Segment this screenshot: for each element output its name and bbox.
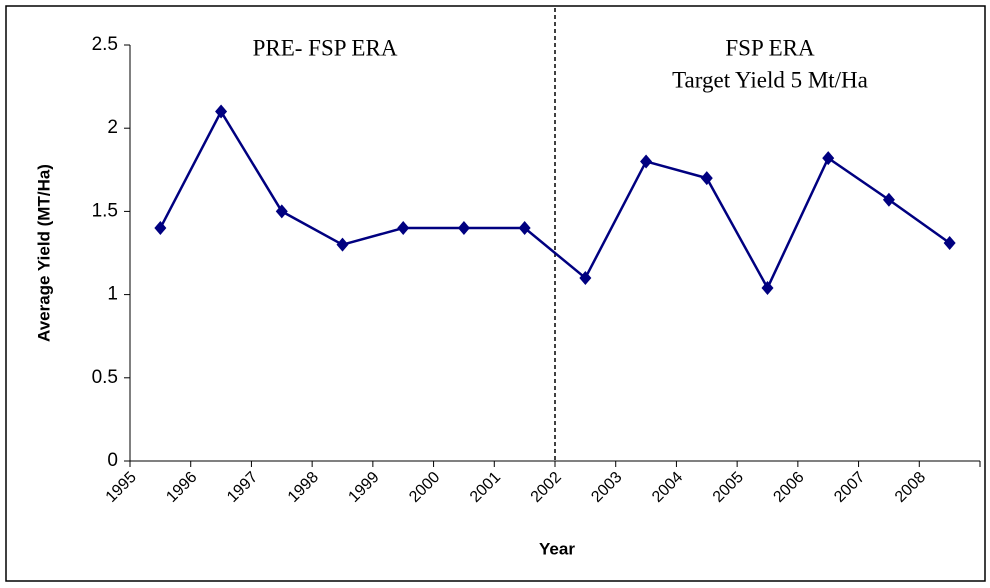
data-point — [822, 151, 835, 166]
chart-border — [5, 5, 986, 582]
annotation: FSP ERA — [725, 35, 815, 60]
y-tick-label: 2 — [107, 117, 118, 138]
data-point — [215, 104, 228, 119]
data-point — [943, 236, 956, 251]
data-point — [579, 270, 592, 285]
data-point — [700, 171, 713, 186]
annotation: Target Yield 5 Mt/Ha — [672, 67, 868, 92]
y-tick-label: 0.5 — [92, 367, 118, 388]
y-axis-title: Average Yield (MT/Ha) — [34, 164, 53, 342]
data-point — [882, 192, 895, 207]
data-point — [275, 204, 288, 219]
y-tick-label: 1.5 — [92, 200, 118, 221]
x-axis-title: Year — [539, 539, 575, 558]
data-point — [518, 221, 531, 236]
series-line — [159, 109, 951, 291]
data-point — [761, 280, 774, 295]
data-point — [336, 237, 349, 252]
data-point — [640, 154, 653, 169]
data-point — [457, 221, 470, 236]
y-tick-label: 0 — [107, 450, 118, 471]
y-tick-label: 2.5 — [92, 34, 118, 55]
data-point — [397, 221, 410, 236]
y-tick-label: 1 — [107, 284, 118, 305]
data-point — [154, 221, 167, 236]
annotation: PRE- FSP ERA — [253, 35, 398, 60]
